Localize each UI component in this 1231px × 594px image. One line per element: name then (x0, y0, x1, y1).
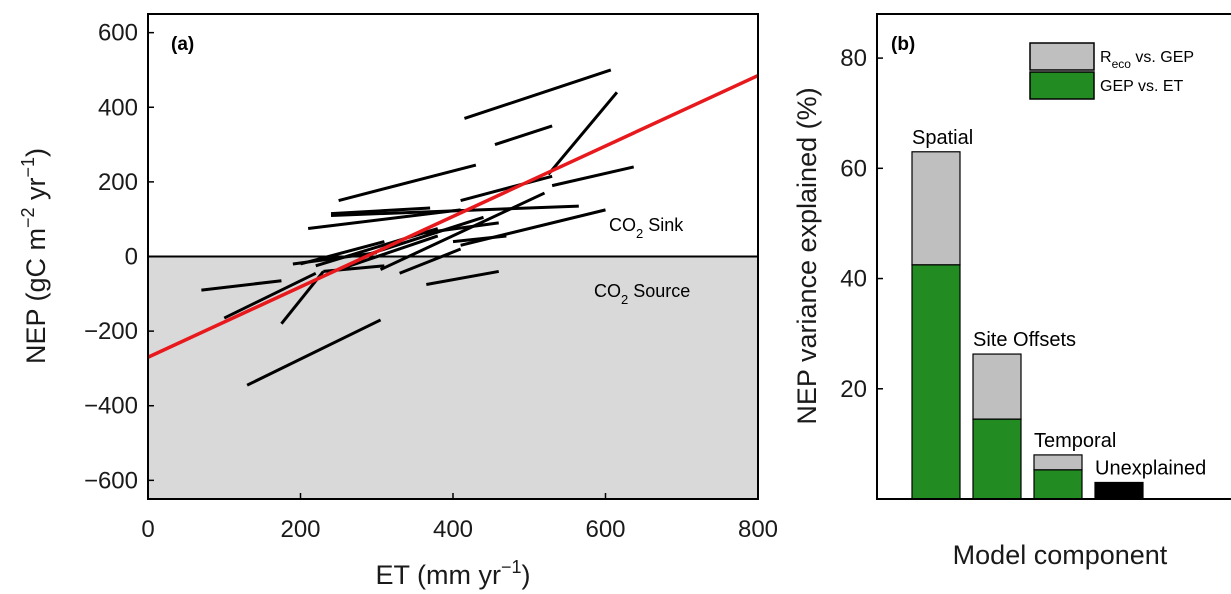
legend-label-reco-vs-gep: Reco vs. GEP (1100, 49, 1194, 71)
site-segment (246, 318, 382, 387)
y-tick-label: −600 (84, 467, 138, 494)
panel-b-axes-frame (876, 13, 1231, 500)
bar-category-label: Temporal (1034, 430, 1116, 452)
site-segment (426, 269, 500, 286)
regression-fit-line (147, 73, 759, 359)
site-segment (307, 208, 461, 231)
site-segment (379, 191, 546, 271)
x-tick-label: 0 (141, 516, 154, 543)
bar-category-label: Unexplained (1095, 457, 1206, 479)
legend-label-gep-vs-et: GEP vs. ET (1100, 78, 1184, 95)
site-segment (414, 221, 499, 236)
y-tick-label: 0 (125, 244, 138, 271)
site-segment (551, 165, 635, 188)
bar-segment (972, 418, 1022, 500)
co2-source-label: CO2 Source (594, 281, 690, 307)
site-segment (463, 68, 612, 120)
y-tick-label: 80 (840, 45, 867, 72)
bar-segment (1094, 481, 1144, 500)
legend-swatch-reco-vs-gep (1029, 42, 1095, 71)
panel-b-x-axis-label: Model component (953, 540, 1168, 570)
y-tick-label: −400 (84, 393, 138, 420)
bar-segment (972, 353, 1022, 420)
y-tick-label: −200 (84, 318, 138, 345)
bar-segment (1033, 454, 1083, 471)
bar-category-label: Spatial (912, 127, 973, 149)
co2-sink-subscript: 2 (636, 226, 643, 241)
panel-a-ticks: 0 200 400 600 800 600 400 200 0 −200 −400 −600 (84, 20, 778, 543)
y-tick-label: 600 (98, 20, 138, 47)
panel-a-x-axis-label: ET (mm yr−1) (375, 557, 530, 590)
site-segment (547, 91, 619, 176)
site-segment (223, 271, 317, 320)
panel-b-ticks: 20 40 60 80 (840, 45, 883, 403)
panel-b-y-axis-label: NEP variance explained (%) (792, 87, 822, 424)
site-segment (460, 174, 553, 202)
site-segment (399, 247, 462, 275)
x-tick-label: 200 (280, 516, 320, 543)
bar-segment (911, 264, 961, 500)
site-segments (201, 68, 635, 387)
y-tick-label: 20 (840, 376, 867, 403)
panel-a-y-axis-label: NEP (gC m−2 yr−1) (18, 148, 51, 364)
co2-source-region (148, 256, 758, 499)
x-tick-label: 600 (585, 516, 625, 543)
y-tick-label: 400 (98, 94, 138, 121)
bar-segment (1033, 469, 1083, 500)
site-segment (338, 234, 439, 271)
co2-source-subscript: 2 (621, 292, 628, 307)
x-tick-label: 800 (738, 516, 778, 543)
y-tick-label: 40 (840, 266, 867, 293)
x-tick-label: 400 (433, 516, 473, 543)
variance-bars: Spatial Site Offsets Temporal Unexplained (911, 127, 1206, 500)
site-segment (494, 124, 553, 147)
panel-a-label: (a) (171, 34, 194, 55)
site-segment (338, 163, 477, 202)
legend-swatch-gep-vs-et (1029, 71, 1095, 100)
site-segment (201, 279, 282, 292)
co2-sink-label: CO2 Sink (609, 215, 684, 241)
site-segment (330, 206, 431, 216)
site-segment (292, 251, 377, 266)
y-tick-label: 200 (98, 169, 138, 196)
y-tick-label: 60 (840, 155, 867, 182)
legend: Reco vs. GEP GEP vs. ET (1029, 42, 1194, 100)
panel-b-variance-explained: Spatial Site Offsets Temporal Unexplained 2… (792, 13, 1231, 570)
bar-category-label: Site Offsets (973, 329, 1076, 351)
panel-b-label: (b) (891, 34, 915, 55)
bar-segment (911, 151, 961, 266)
site-segment (452, 234, 507, 244)
